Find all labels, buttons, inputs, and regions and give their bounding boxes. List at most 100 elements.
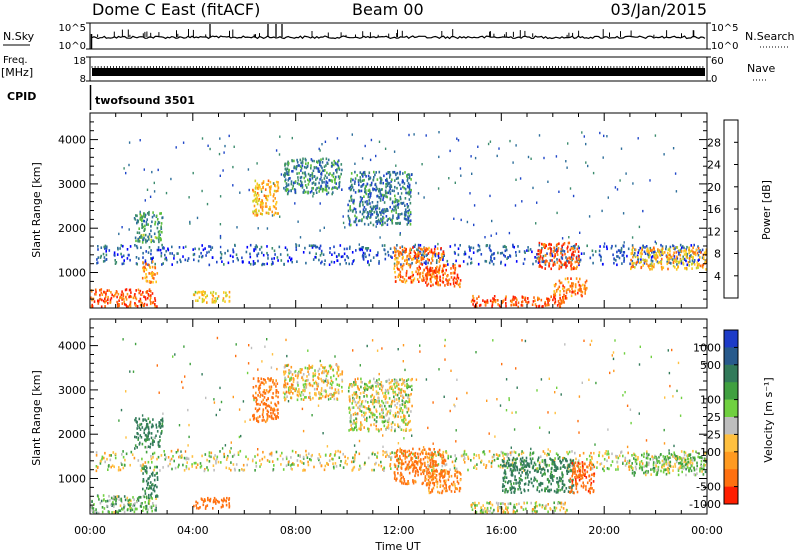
echo-cell [114,452,117,456]
echo-cell [276,457,279,461]
echo-cell [265,403,267,406]
echo-cell [576,265,578,269]
echo-cell [152,280,154,284]
echo-cell [253,416,255,420]
echo-cell [159,422,161,425]
echo-cell [259,403,261,406]
echo-cell [375,461,377,465]
echo-cell [259,248,261,251]
echo-cell [229,449,231,453]
echo-cell [403,182,406,185]
echo-cell [149,420,151,424]
echo-cell [385,192,387,195]
echo-cell [556,242,559,246]
echo-cell [324,370,326,373]
echo-cell [320,171,323,175]
echo-cell [378,189,380,193]
echo-cell [383,201,386,204]
echo-cell [308,373,310,376]
echo-cell [354,177,357,180]
echo-cell [326,372,329,375]
echo-cell [156,272,159,275]
echo-cell [561,300,564,304]
echo-cell [512,303,515,307]
echo-cell [653,248,655,251]
echo-cell [333,251,336,255]
echo-cell [491,459,494,463]
echo-cell [267,390,270,394]
echo-cell [544,246,546,249]
echo-cell [478,454,480,457]
echo-cell [362,183,365,186]
echo-cell [683,453,686,457]
echo-cell [305,449,307,453]
echo-cell [296,398,299,402]
echo-cell [146,422,149,426]
echo-cell [401,212,403,216]
echo-cell [270,452,273,455]
echo-cell [373,210,376,214]
echo-cell [155,472,158,475]
echo-cell [231,455,234,458]
echo-cell [367,174,370,178]
echo-cell [387,455,390,458]
echo-cell [267,410,270,414]
echo-cell [255,400,257,403]
echo-cell [394,207,396,210]
echo-cell [393,170,396,174]
power-x-ticks [89,113,708,308]
echo-cell [376,220,378,223]
echo-cell [666,258,669,261]
echo-cell [485,464,488,467]
echo-cell [507,453,510,456]
echo-cell [412,452,414,456]
echo-cell [411,274,413,278]
echo-cell [101,298,103,302]
echo-cell [318,246,320,250]
echo-cell [304,383,306,386]
echo-cell [393,189,395,193]
echo-cell [436,265,438,269]
echo-cell [324,174,327,178]
echo-cell [571,252,573,256]
echo-cell [104,305,106,308]
echo-cell [120,296,123,300]
echo-cell [344,258,346,262]
echo-cell [338,185,340,189]
echo-cell [272,199,275,203]
echo-cell [138,496,140,499]
echo-cell [421,248,423,251]
echo-cell [241,256,243,260]
echo-cell [641,252,643,256]
nsky-label: N.Sky [3,30,35,43]
echo-cell [375,188,377,192]
echo-cell [320,261,322,265]
echo-cell [105,253,108,257]
echo-cell [359,409,361,412]
echo-cell [150,457,153,461]
echo-cell [128,228,130,231]
echo-cell [366,200,368,203]
echo-cell [517,301,520,305]
echo-cell [271,210,273,214]
echo-cell [477,243,480,247]
echo-cell [484,259,487,263]
echo-cell [456,279,459,283]
echo-cell [587,164,589,168]
echo-cell [568,236,570,239]
echo-cell [651,255,654,258]
echo-cell [384,252,387,256]
echo-cell [331,161,333,165]
echo-cell [134,293,136,296]
echo-cell [468,245,470,248]
echo-cell [262,253,265,257]
echo-cell [681,246,683,250]
echo-cell [116,291,118,294]
echo-cell [660,262,663,265]
echo-cell [668,462,671,465]
echo-cell [485,244,488,247]
echo-cell [258,183,261,187]
noise-spikes [90,24,695,49]
echo-cell [192,253,195,257]
echo-cell [292,181,295,185]
